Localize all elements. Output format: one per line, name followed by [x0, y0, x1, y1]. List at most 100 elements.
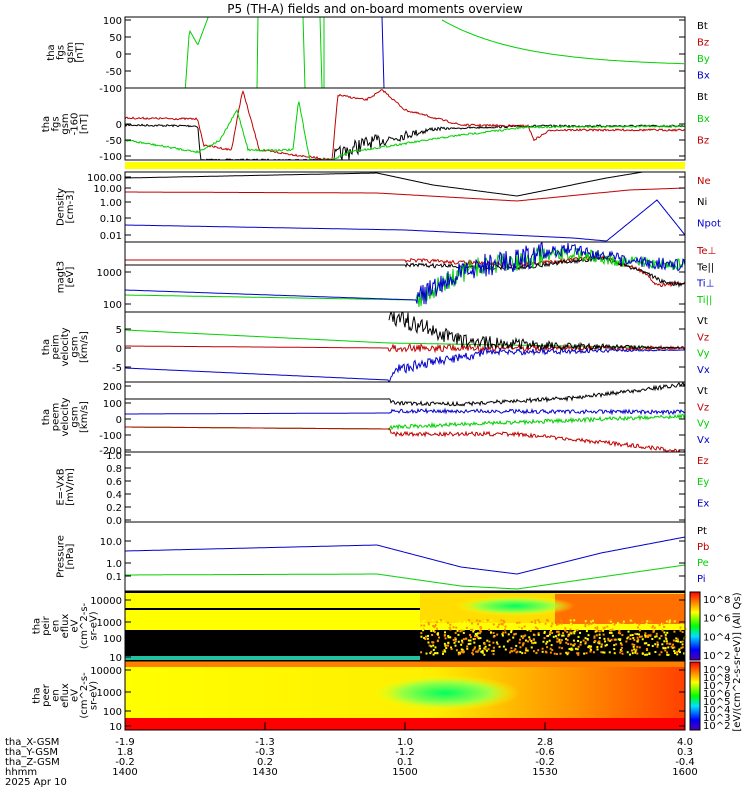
peir-speckle [532, 626, 535, 629]
peir-speckle [558, 646, 561, 649]
y-tick-label: 1000 [97, 268, 122, 279]
y-tick-label: 200 [103, 382, 122, 393]
peir-speckle [460, 629, 463, 632]
peir-speckle [673, 620, 676, 623]
peir-speckle [529, 629, 532, 632]
peir-speckle [462, 631, 465, 634]
colorbar-peer [689, 661, 701, 731]
peir-speckle [518, 641, 521, 644]
y-tick-label: 100 [103, 707, 122, 718]
peir-speckle [655, 632, 658, 635]
peir-speckle [460, 648, 463, 651]
peir-speckle [672, 639, 675, 642]
peir-speckle [460, 643, 463, 646]
peir-speckle [478, 629, 481, 632]
peir-speckle [559, 642, 562, 645]
peir-speckle [569, 628, 572, 631]
peir-speckle [636, 636, 639, 639]
peir-speckle [434, 624, 437, 627]
peir-speckle [537, 632, 540, 635]
peir-speckle [570, 643, 573, 646]
peir-speckle [432, 624, 435, 627]
peir-speckle [427, 623, 430, 626]
peir-speckle [518, 624, 521, 627]
peir-speckle [564, 627, 567, 630]
peir-speckle [590, 648, 593, 651]
peir-speckle [608, 631, 611, 634]
peir-speckle [608, 651, 611, 654]
peir-speckle [626, 651, 629, 654]
y-tick-label: 100.00 [87, 173, 122, 184]
peir-speckle [433, 630, 436, 633]
peir-speckle [477, 649, 480, 652]
peir-speckle [676, 640, 679, 643]
peir-speckle [665, 640, 668, 643]
peir-speckle [570, 632, 573, 635]
peir-speckle [610, 631, 613, 634]
peir-speckle [617, 638, 620, 641]
peir-speckle [492, 649, 495, 652]
peir-speckle [546, 646, 549, 649]
peir-speckle [619, 642, 622, 645]
peir-speckle [675, 637, 678, 640]
peir-speckle [479, 623, 482, 626]
peir-speckle [492, 631, 495, 634]
peir-speckle [668, 642, 671, 645]
peir-speckle [456, 629, 459, 632]
peir-speckle [434, 646, 437, 649]
peir-speckle [597, 625, 600, 628]
peir-speckle [652, 628, 655, 631]
peir-speckle [602, 651, 605, 654]
x-tick-z-gsm: -0.2 [115, 757, 135, 768]
peir-speckle [672, 624, 675, 627]
peir-speckle [444, 637, 447, 640]
peir-speckle [530, 646, 533, 649]
peir-speckle [590, 645, 593, 648]
panel-frame-1 [124, 16, 686, 89]
legend-entry: Pe [697, 558, 709, 569]
peir-speckle [461, 641, 464, 644]
peir-speckle [671, 646, 674, 649]
peir-speckle [619, 651, 622, 654]
peir-speckle [668, 621, 671, 624]
y-axis-label: tha [41, 409, 52, 425]
peir-speckle [481, 649, 484, 652]
y-tick-label: 0.0 [106, 516, 122, 527]
peir-speckle [530, 620, 533, 623]
peir-speckle [679, 629, 682, 632]
peir-speckle [609, 639, 612, 642]
legend-entry: Bx [697, 114, 710, 125]
y-axis-label: velocity [60, 397, 71, 436]
peir-speckle [634, 651, 637, 654]
peir-speckle [492, 641, 495, 644]
peir-speckle [619, 632, 622, 635]
peir-speckle [550, 629, 553, 632]
legend-entry: Ti⊥ [696, 279, 714, 290]
peir-speckle [613, 648, 616, 651]
peir-speckle [483, 653, 486, 656]
peir-speckle [585, 652, 588, 655]
peir-speckle [584, 623, 587, 626]
peir-speckle [576, 629, 579, 632]
peir-speckle [446, 621, 449, 624]
peir-speckle [537, 619, 540, 622]
peir-speckle [648, 652, 651, 655]
peir-speckle [480, 627, 483, 630]
peir-speckle [525, 649, 528, 652]
peir-speckle [613, 644, 616, 647]
peir-speckle [560, 639, 563, 642]
peir-speckle [663, 640, 666, 643]
pe-trace [125, 564, 685, 590]
peir-speckle [595, 634, 598, 637]
peir-speckle [536, 621, 539, 624]
peir-speckle [484, 648, 487, 651]
peir-speckle [523, 625, 526, 628]
y-axis-label: [km/s] [79, 331, 90, 363]
peir-speckle [662, 647, 665, 650]
peir-speckle [637, 626, 640, 629]
peir-speckle [590, 622, 593, 625]
peir-speckle [525, 647, 528, 650]
yellow-status-bar [125, 162, 685, 169]
peir-speckle [452, 623, 455, 626]
peir-speckle [491, 649, 494, 652]
